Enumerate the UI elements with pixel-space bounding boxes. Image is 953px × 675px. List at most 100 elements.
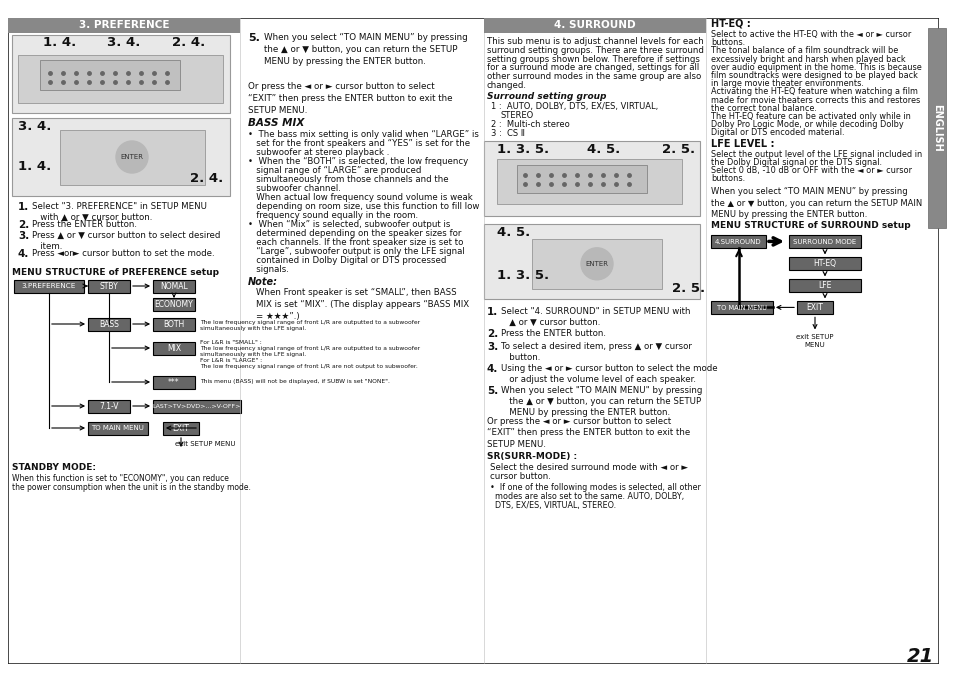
Text: simultaneously with the LFE signal.: simultaneously with the LFE signal. bbox=[200, 326, 306, 331]
Text: HT-EQ :: HT-EQ : bbox=[710, 19, 750, 29]
Circle shape bbox=[580, 248, 613, 280]
Bar bbox=[788, 279, 861, 292]
Text: signal range of “LARGE” are produced: signal range of “LARGE” are produced bbox=[248, 166, 421, 175]
Text: Select to active the HT-EQ with the ◄ or ► cursor: Select to active the HT-EQ with the ◄ or… bbox=[710, 30, 910, 39]
Text: the Dolby Digital signal or the DTS signal.: the Dolby Digital signal or the DTS sign… bbox=[710, 158, 882, 167]
Text: This menu (BASS) will not be displayed, if SUBW is set "NONE".: This menu (BASS) will not be displayed, … bbox=[200, 379, 390, 384]
Text: When you select “TO MAIN MENU” by pressing
the ▲ or ▼ button, you can return the: When you select “TO MAIN MENU” by pressi… bbox=[264, 33, 467, 65]
Bar bbox=[788, 236, 861, 248]
Text: 2. 5.: 2. 5. bbox=[671, 281, 704, 295]
Text: frequency sound equally in the room.: frequency sound equally in the room. bbox=[248, 211, 417, 220]
Text: 3. PREFERENCE: 3. PREFERENCE bbox=[79, 20, 169, 30]
Text: •  The bass mix setting is only valid when “LARGE” is: • The bass mix setting is only valid whe… bbox=[248, 130, 478, 139]
Text: STANDBY MODE:: STANDBY MODE: bbox=[12, 463, 96, 472]
Text: EXIT: EXIT bbox=[172, 424, 190, 433]
Bar bbox=[88, 318, 130, 331]
Text: Surround setting group: Surround setting group bbox=[486, 92, 606, 101]
Text: 2.: 2. bbox=[18, 220, 30, 230]
Bar bbox=[88, 422, 148, 435]
Text: modes are also set to the same. AUTO, DOLBY,: modes are also set to the same. AUTO, DO… bbox=[495, 492, 683, 501]
Text: other surround modes in the same group are also: other surround modes in the same group a… bbox=[486, 72, 700, 81]
Text: 3. 4.: 3. 4. bbox=[18, 120, 51, 133]
Text: signals.: signals. bbox=[248, 265, 289, 274]
Bar bbox=[60, 130, 205, 185]
Text: buttons.: buttons. bbox=[710, 38, 744, 47]
Text: 4. 5.: 4. 5. bbox=[586, 143, 619, 156]
Text: Press ▲ or ▼ cursor button to select desired
   item.: Press ▲ or ▼ cursor button to select des… bbox=[32, 231, 220, 251]
Bar bbox=[710, 236, 765, 248]
Bar bbox=[517, 165, 646, 193]
Text: When Front speaker is set “SMALL”, then BASS
MIX is set “MIX”. (The display appe: When Front speaker is set “SMALL”, then … bbox=[255, 288, 469, 321]
Text: MIX: MIX bbox=[167, 344, 181, 353]
Text: 1.: 1. bbox=[486, 307, 497, 317]
Bar bbox=[12, 35, 230, 113]
Text: cursor button.: cursor button. bbox=[490, 472, 550, 481]
Text: Using the ◄ or ► cursor button to select the mode
   or adjust the volume level : Using the ◄ or ► cursor button to select… bbox=[500, 364, 717, 384]
Bar bbox=[152, 400, 241, 413]
Text: 1. 4.: 1. 4. bbox=[43, 36, 76, 49]
Text: for a surround mode are changed, settings for all: for a surround mode are changed, setting… bbox=[486, 63, 699, 72]
Text: 1 :  AUTO, DOLBY, DTS, EX/ES, VIRTUAL,: 1 : AUTO, DOLBY, DTS, EX/ES, VIRTUAL, bbox=[491, 102, 658, 111]
Bar bbox=[532, 239, 661, 289]
Text: depending on room size, use this function to fill low: depending on room size, use this functio… bbox=[248, 202, 478, 211]
Text: TO MAIN MENU: TO MAIN MENU bbox=[91, 425, 144, 431]
Text: film soundtracks were designed to be played back: film soundtracks were designed to be pla… bbox=[710, 71, 917, 80]
Text: EXIT: EXIT bbox=[805, 303, 822, 313]
Text: simultaneously from those channels and the: simultaneously from those channels and t… bbox=[248, 175, 448, 184]
Text: BASS MIX: BASS MIX bbox=[248, 118, 304, 128]
Bar bbox=[483, 18, 705, 33]
Text: Activating the HT-EQ feature when watching a film: Activating the HT-EQ feature when watchi… bbox=[710, 87, 917, 97]
Text: ECONOMY: ECONOMY bbox=[154, 300, 193, 309]
Text: NOMAL: NOMAL bbox=[160, 282, 188, 291]
Circle shape bbox=[116, 141, 148, 173]
Text: simultaneously with the LFE signal.: simultaneously with the LFE signal. bbox=[200, 352, 306, 357]
Bar bbox=[710, 302, 772, 315]
Text: •  If one of the following modes is selected, all other: • If one of the following modes is selec… bbox=[490, 483, 700, 492]
Text: The low frequency signal range of front L/R are not output to subwoofer.: The low frequency signal range of front … bbox=[200, 364, 417, 369]
Bar bbox=[927, 28, 945, 228]
Text: •  When “Mix” is selected, subwoofer output is: • When “Mix” is selected, subwoofer outp… bbox=[248, 220, 450, 229]
Text: 2. 4.: 2. 4. bbox=[172, 36, 205, 49]
Bar bbox=[152, 342, 194, 355]
Text: 2.: 2. bbox=[486, 329, 497, 339]
Bar bbox=[88, 400, 130, 413]
Text: 5.: 5. bbox=[486, 386, 497, 396]
Text: ENTER: ENTER bbox=[585, 261, 608, 267]
Text: To select a desired item, press ▲ or ▼ cursor
   button.: To select a desired item, press ▲ or ▼ c… bbox=[500, 342, 691, 362]
Bar bbox=[88, 280, 130, 293]
Text: MENU STRUCTURE of SURROUND setup: MENU STRUCTURE of SURROUND setup bbox=[710, 221, 910, 230]
Text: The tonal balance of a film soundtrack will be: The tonal balance of a film soundtrack w… bbox=[710, 47, 898, 55]
Text: the power consumption when the unit is in the standby mode.: the power consumption when the unit is i… bbox=[12, 483, 251, 492]
Text: Select the desired surround mode with ◄ or ►: Select the desired surround mode with ◄ … bbox=[490, 463, 687, 472]
Bar bbox=[483, 224, 700, 299]
Text: subwoofer channel.: subwoofer channel. bbox=[248, 184, 340, 193]
Text: 1.: 1. bbox=[18, 202, 30, 212]
Bar bbox=[788, 257, 861, 271]
Text: ***: *** bbox=[168, 378, 179, 387]
Text: Press the ENTER button.: Press the ENTER button. bbox=[500, 329, 605, 338]
Text: 3.PREFERENCE: 3.PREFERENCE bbox=[22, 284, 76, 290]
Text: For L&R is "LARGE" :: For L&R is "LARGE" : bbox=[200, 358, 262, 363]
Text: 21: 21 bbox=[905, 647, 933, 666]
Text: 3.: 3. bbox=[18, 231, 30, 241]
Text: Select "3. PREFERENCE" in SETUP MENU
   with ▲ or ▼ cursor button.: Select "3. PREFERENCE" in SETUP MENU wit… bbox=[32, 202, 207, 222]
Text: TO MAIN MENU: TO MAIN MENU bbox=[717, 305, 766, 311]
Text: HT-EQ: HT-EQ bbox=[813, 259, 836, 269]
Text: exit SETUP
MENU: exit SETUP MENU bbox=[796, 334, 833, 348]
Bar bbox=[152, 280, 194, 293]
Text: Digital or DTS encoded material.: Digital or DTS encoded material. bbox=[710, 128, 843, 138]
Text: SURROUND MODE: SURROUND MODE bbox=[793, 239, 856, 245]
Text: LFE LEVEL :: LFE LEVEL : bbox=[710, 138, 774, 148]
Text: determined depending on the speaker sizes for: determined depending on the speaker size… bbox=[248, 229, 461, 238]
Text: ENGLISH: ENGLISH bbox=[931, 104, 941, 152]
Text: 4.: 4. bbox=[486, 364, 497, 374]
Bar bbox=[12, 118, 230, 196]
Text: 1. 3. 5.: 1. 3. 5. bbox=[497, 143, 549, 156]
Text: Press the ENTER button.: Press the ENTER button. bbox=[32, 220, 137, 229]
Text: Select 0 dB, -10 dB or OFF with the ◄ or ► cursor: Select 0 dB, -10 dB or OFF with the ◄ or… bbox=[710, 166, 911, 175]
Text: 5.: 5. bbox=[248, 33, 259, 43]
Text: STEREO: STEREO bbox=[500, 111, 534, 119]
Text: 4. 5.: 4. 5. bbox=[497, 226, 530, 239]
Text: Select "4. SURROUND" in SETUP MENU with
   ▲ or ▼ cursor button.: Select "4. SURROUND" in SETUP MENU with … bbox=[500, 307, 690, 327]
Text: 1. 3. 5.: 1. 3. 5. bbox=[497, 269, 549, 281]
